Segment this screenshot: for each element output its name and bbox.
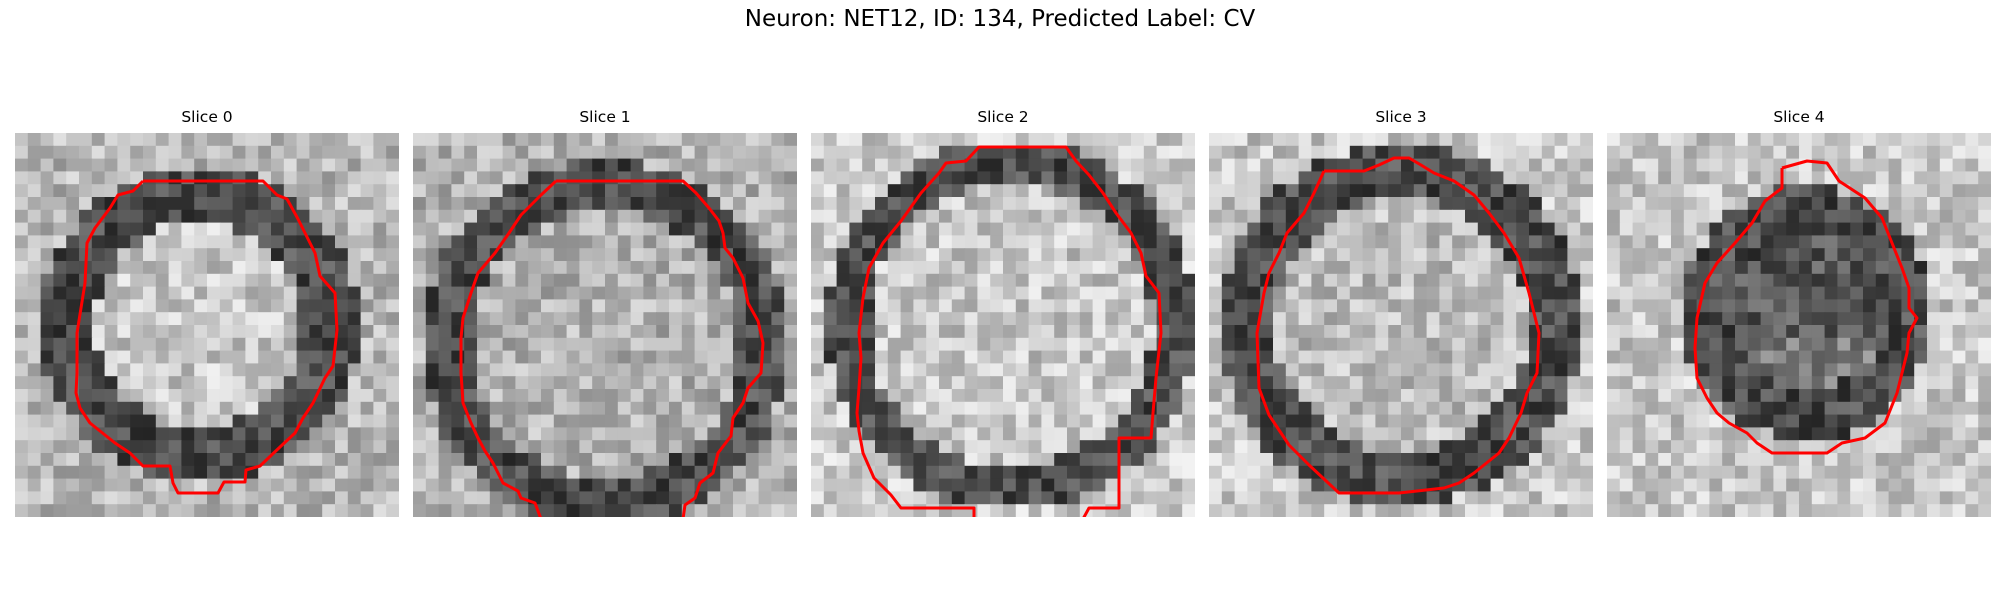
slice-title: Slice 0 [181, 108, 233, 126]
figure-title: Neuron: NET12, ID: 134, Predicted Label:… [744, 6, 1256, 32]
contour-outline [459, 179, 558, 517]
slice-title: Slice 2 [977, 108, 1029, 126]
contour-outline [1255, 156, 1541, 495]
slice-panel-4: Slice 4 [1607, 106, 1991, 517]
slice-image-3 [1209, 133, 1593, 517]
contour-outline [855, 145, 1163, 517]
slice-image-0 [15, 133, 399, 517]
slice-image-4 [1607, 133, 1991, 517]
grayscale-pixel-grid [1209, 133, 1593, 517]
contour-outline [1693, 159, 1919, 455]
slice-title: Slice 4 [1773, 108, 1825, 126]
slice-panel-2: Slice 2 [811, 106, 1195, 517]
contour-outline [556, 179, 765, 517]
slice-title: Slice 1 [579, 108, 631, 126]
contour-outline [74, 179, 339, 495]
grayscale-pixel-grid [15, 133, 399, 517]
grayscale-pixel-grid [811, 133, 1195, 517]
slice-panel-1: Slice 1 [413, 106, 797, 517]
slice-image-2 [811, 133, 1195, 517]
slice-panel-0: Slice 0 [15, 106, 399, 517]
slice-image-1 [413, 133, 797, 517]
slice-title: Slice 3 [1375, 108, 1427, 126]
slice-panel-3: Slice 3 [1209, 106, 1593, 517]
grayscale-pixel-grid [413, 133, 797, 517]
grayscale-pixel-grid [1607, 133, 1991, 517]
